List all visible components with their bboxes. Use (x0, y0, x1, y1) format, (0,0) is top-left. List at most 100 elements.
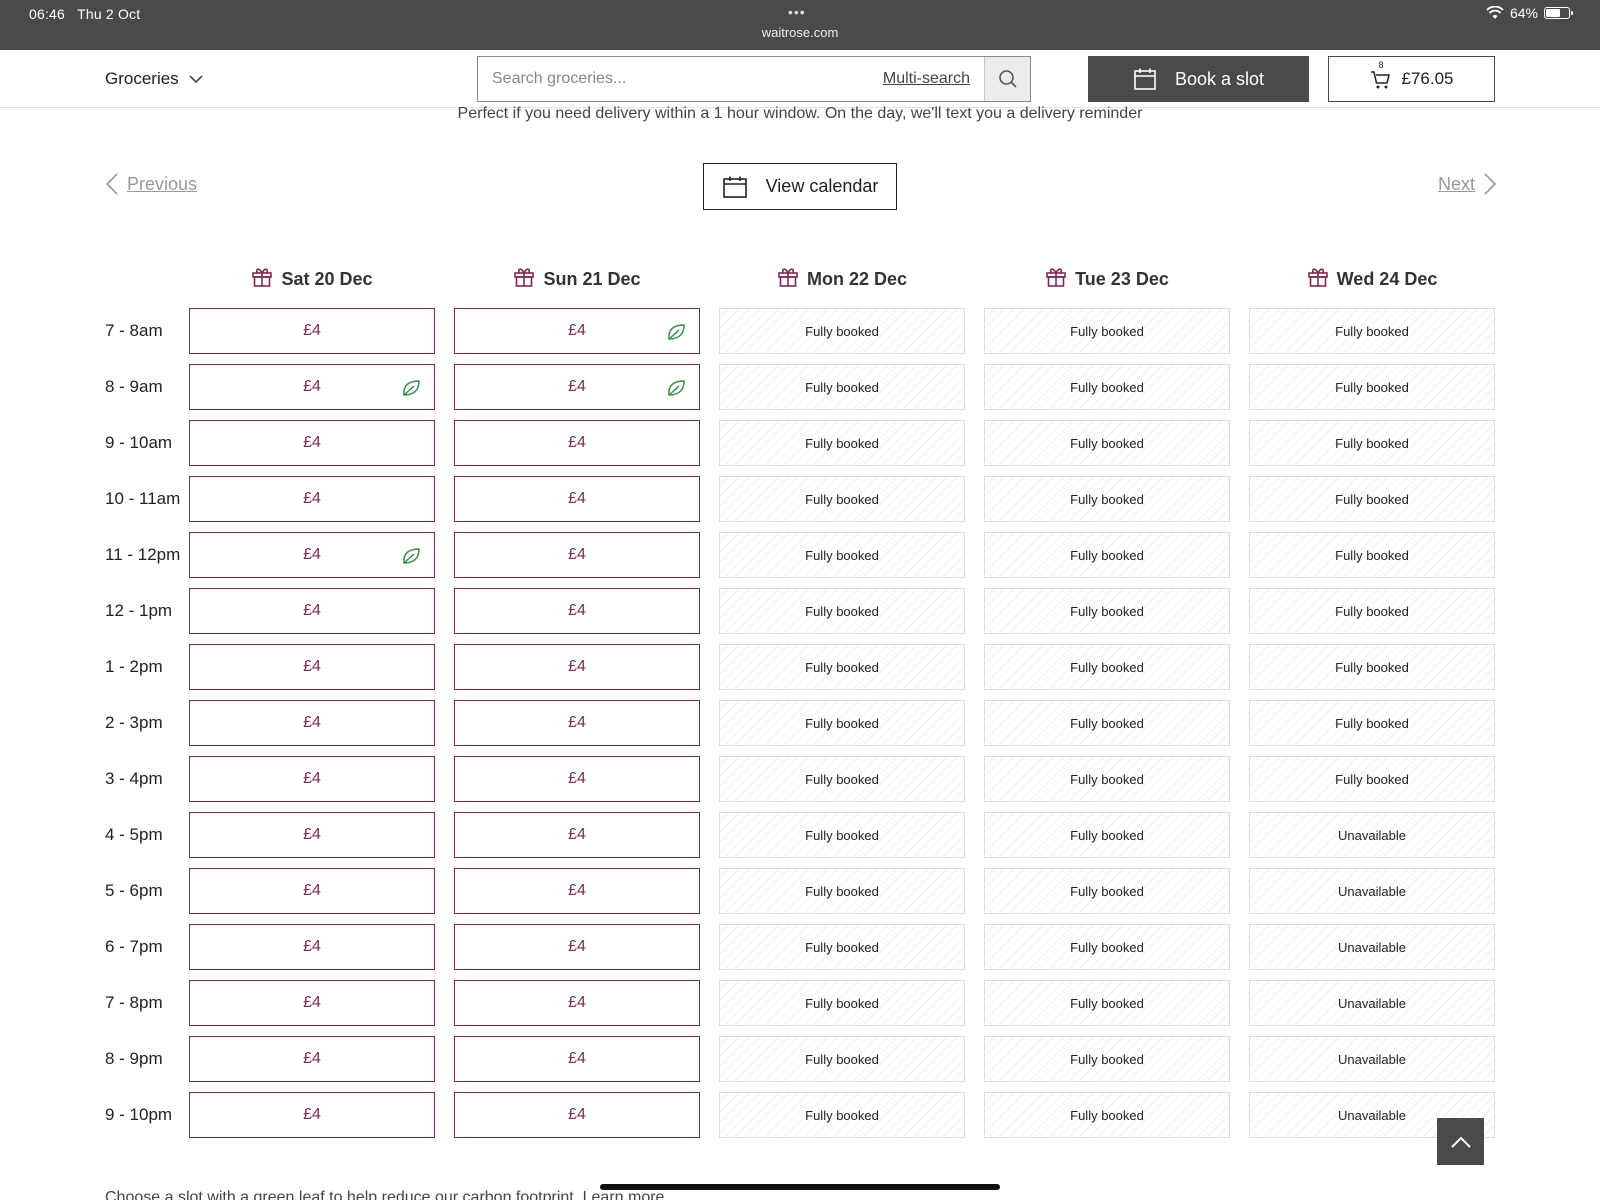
delivery-slot-available[interactable]: £4 (454, 476, 700, 522)
delivery-slot-fully-booked: Fully booked (984, 364, 1230, 410)
delivery-slot-available[interactable]: £4 (454, 644, 700, 690)
search-input[interactable] (478, 57, 883, 101)
calendar-icon (1134, 68, 1156, 90)
trolley-button[interactable]: 8 £76.05 (1328, 56, 1495, 102)
delivery-slot-available[interactable]: £4 (454, 1092, 700, 1138)
url-bar[interactable]: waitrose.com (761, 25, 839, 40)
day-label: Sat 20 Dec (281, 268, 373, 289)
delivery-slot-available[interactable]: £4 (189, 756, 435, 802)
delivery-slot-available[interactable]: £4 (189, 476, 435, 522)
delivery-slot-fully-booked: Fully booked (984, 980, 1230, 1026)
slot-status: Fully booked (1070, 827, 1144, 843)
delivery-slot-fully-booked: Fully booked (719, 588, 965, 634)
groceries-menu[interactable]: Groceries (105, 69, 203, 89)
slot-status: Unavailable (1338, 1107, 1406, 1123)
delivery-slot-unavailable: Unavailable (1249, 980, 1495, 1026)
delivery-slot-fully-booked: Fully booked (1249, 364, 1495, 410)
delivery-slot-available[interactable]: £4 (454, 588, 700, 634)
next-link[interactable]: Next (1438, 172, 1497, 196)
time-slot-label: 11 - 12pm (105, 545, 181, 564)
delivery-slot-fully-booked: Fully booked (984, 308, 1230, 354)
delivery-slot-available[interactable]: £4 (189, 420, 435, 466)
status-bar: 06:46 Thu 2 Oct ••• waitrose.com 64% (0, 0, 1600, 50)
slot-price: £4 (568, 882, 586, 899)
delivery-slot-fully-booked: Fully booked (984, 812, 1230, 858)
search-button[interactable] (984, 57, 1030, 101)
chevron-up-icon (1450, 1136, 1471, 1148)
slot-status: Fully booked (1070, 603, 1144, 619)
delivery-slot-available[interactable]: £4 (454, 868, 700, 914)
slot-status: Fully booked (805, 827, 879, 843)
battery-percentage: 64% (1509, 5, 1538, 21)
slot-status: Fully booked (1070, 659, 1144, 675)
slot-price: £4 (303, 378, 321, 395)
delivery-slot-fully-booked: Fully booked (984, 868, 1230, 914)
delivery-slot-available[interactable]: £4 (454, 924, 700, 970)
more-dots-icon[interactable]: ••• (788, 4, 806, 20)
delivery-slot-available[interactable]: £4 (189, 364, 435, 410)
delivery-slot-available[interactable]: £4 (454, 364, 700, 410)
delivery-slot-unavailable: Unavailable (1249, 812, 1495, 858)
slot-price: £4 (568, 714, 586, 731)
slot-status: Fully booked (805, 1107, 879, 1123)
delivery-slot-fully-booked: Fully booked (1249, 588, 1495, 634)
delivery-slot-available[interactable]: £4 (454, 756, 700, 802)
slot-status: Fully booked (1335, 547, 1409, 563)
delivery-slot-available[interactable]: £4 (454, 700, 700, 746)
slot-status: Fully booked (1070, 323, 1144, 339)
slot-price: £4 (568, 546, 586, 563)
chevron-right-icon (1484, 173, 1497, 195)
slot-status: Fully booked (1335, 603, 1409, 619)
delivery-slot-available[interactable]: £4 (454, 308, 700, 354)
delivery-slot-available[interactable]: £4 (189, 924, 435, 970)
delivery-slot-available[interactable]: £4 (189, 980, 435, 1026)
delivery-slot-fully-booked: Fully booked (719, 420, 965, 466)
delivery-slot-available[interactable]: £4 (189, 812, 435, 858)
time-slot-label: 8 - 9am (105, 377, 163, 396)
multi-search-link[interactable]: Multi-search (882, 70, 970, 87)
delivery-slot-available[interactable]: £4 (454, 420, 700, 466)
delivery-slot-available[interactable]: £4 (189, 532, 435, 578)
delivery-slot-available[interactable]: £4 (454, 532, 700, 578)
slot-status: Fully booked (805, 491, 879, 507)
delivery-slot-available[interactable]: £4 (454, 980, 700, 1026)
next-label: Next (1437, 173, 1475, 194)
delivery-slot-fully-booked: Fully booked (984, 476, 1230, 522)
delivery-slot-available[interactable]: £4 (189, 868, 435, 914)
delivery-slot-available[interactable]: £4 (189, 644, 435, 690)
scroll-to-top-button[interactable] (1437, 1118, 1484, 1165)
slot-price: £4 (303, 658, 321, 675)
time-slot-label: 3 - 4pm (105, 769, 163, 788)
delivery-slot-available[interactable]: £4 (454, 812, 700, 858)
slot-status: Fully booked (805, 771, 879, 787)
slot-price: £4 (303, 490, 321, 507)
delivery-slot-available[interactable]: £4 (189, 308, 435, 354)
delivery-slot-fully-booked: Fully booked (719, 1036, 965, 1082)
delivery-slot-available[interactable]: £4 (189, 1092, 435, 1138)
delivery-slot-available[interactable]: £4 (189, 588, 435, 634)
delivery-slot-available[interactable]: £4 (189, 1036, 435, 1082)
view-calendar-button[interactable]: View calendar (703, 163, 897, 210)
slot-status: Fully booked (1070, 1107, 1144, 1123)
slot-price: £4 (568, 322, 586, 339)
gift-icon (513, 266, 535, 293)
slot-status: Fully booked (1070, 771, 1144, 787)
slot-status: Fully booked (1070, 883, 1144, 899)
delivery-slot-available[interactable]: £4 (454, 1036, 700, 1082)
day-label: Wed 24 Dec (1336, 268, 1438, 289)
delivery-slot-available[interactable]: £4 (189, 700, 435, 746)
slot-status: Fully booked (1070, 547, 1144, 563)
delivery-slot-fully-booked: Fully booked (984, 1092, 1230, 1138)
slot-status: Fully booked (805, 939, 879, 955)
time-slot-label: 9 - 10am (105, 433, 173, 452)
trolley-total: £76.05 (1401, 69, 1454, 88)
status-indicators: 64% (1486, 5, 1573, 21)
slot-price: £4 (303, 1050, 321, 1067)
delivery-slot-fully-booked: Fully booked (984, 420, 1230, 466)
previous-link[interactable]: Previous (105, 172, 197, 196)
book-slot-button[interactable]: Book a slot (1088, 56, 1309, 102)
gift-icon (251, 266, 273, 293)
slot-price: £4 (303, 938, 321, 955)
delivery-slot-fully-booked: Fully booked (719, 756, 965, 802)
day-label: Mon 22 Dec (806, 268, 908, 289)
